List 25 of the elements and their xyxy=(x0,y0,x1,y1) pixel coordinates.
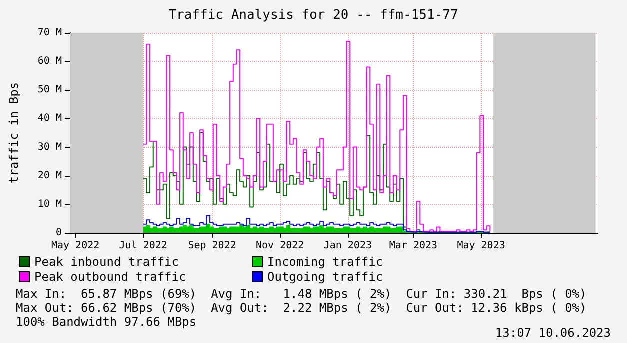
y-tick-label: 40 M xyxy=(38,113,62,124)
x-tick-label: Sep 2022 xyxy=(188,240,236,252)
x-tick-label: Nov 2022 xyxy=(256,240,304,252)
y-axis-title: traffic in Bps xyxy=(7,82,21,184)
legend-label: Peak outbound traffic xyxy=(34,270,186,284)
text: 13:07 10.06.2023 xyxy=(495,326,611,340)
y-tick-label: 30 M xyxy=(38,142,62,153)
x-tick-label: Mar 2023 xyxy=(389,240,438,252)
x-tick-label: May 2023 xyxy=(457,240,506,252)
y-tick-label: 20 M xyxy=(38,170,62,182)
text: Max Out: 66.62 MBps (70%) Avg Out: 2.22 MBps ( 2%) Cur Out: 12.36 kBps ( 0%) xyxy=(16,301,587,315)
y-tick-label: 60 M xyxy=(38,56,62,68)
x-tick-label: Jan 2023 xyxy=(324,240,372,252)
y-tick-label: 50 M xyxy=(38,84,62,96)
y-tick-label: 0 xyxy=(56,228,62,238)
legend-label: Incoming traffic xyxy=(268,255,384,269)
chart-title: Traffic Analysis for 20 -- ffm-151-77 xyxy=(168,8,458,23)
legend-label: Peak inbound traffic xyxy=(34,255,179,269)
x-tick-label: May 2022 xyxy=(51,240,100,252)
text: Max In: 65.87 MBps (69%) Avg In: 1.48 MBps ( 2%) Cur In: 330.21 Bps ( 0%) xyxy=(16,287,587,301)
text: 100% Bandwidth 97.66 MBps xyxy=(16,315,197,329)
x-tick-label: Jul 2022 xyxy=(119,240,168,252)
legend-label: Outgoing traffic xyxy=(268,270,384,284)
y-tick-label: 10 M xyxy=(38,198,62,210)
y-tick-label: 70 M xyxy=(38,28,62,38)
